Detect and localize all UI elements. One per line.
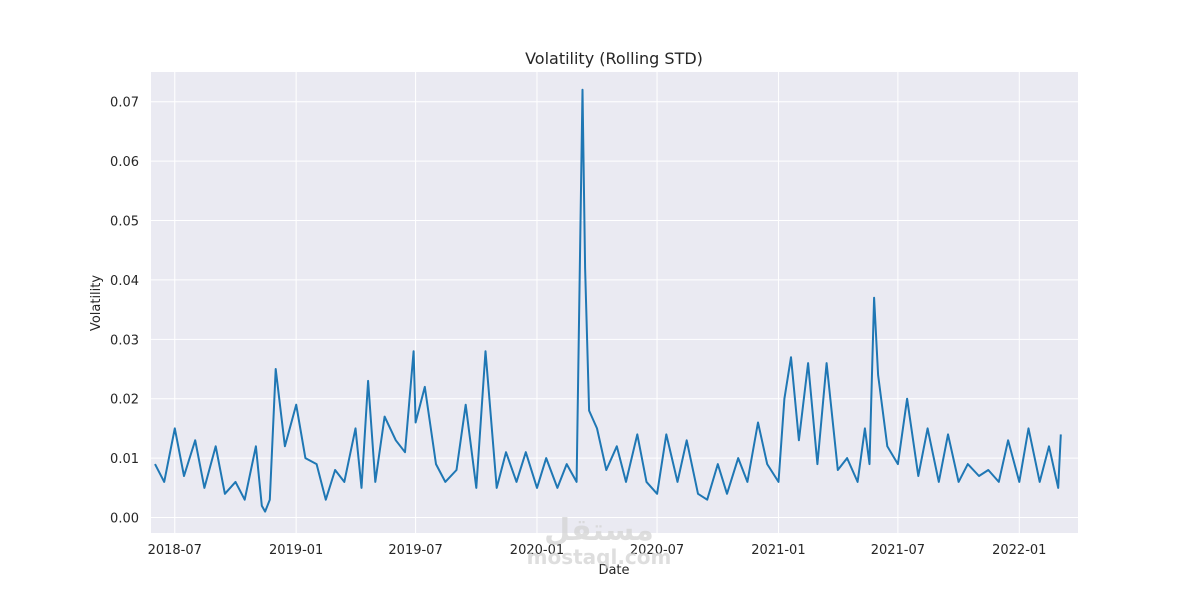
y-tick-label: 0.00 [110,512,139,527]
grid-lines [151,72,1078,533]
y-tick-label: 0.02 [110,393,139,408]
series-line [154,88,1062,513]
y-tick-label: 0.03 [110,333,139,348]
y-tick-label: 0.04 [110,274,139,289]
y-axis-label: Volatility [89,275,104,331]
watermark: مستقل mostaql.com [519,513,679,569]
plot-background [151,72,1078,533]
y-tick-label: 0.07 [110,96,139,111]
y-axis-ticks: 0.00 0.01 0.02 0.03 0.04 0.05 0.06 0.07 [110,96,139,527]
y-tick-label: 0.06 [110,155,139,170]
x-tick-label: 2020-07 [630,543,684,558]
x-tick-label: 2019-07 [388,543,442,558]
y-tick-label: 0.05 [110,215,139,230]
x-tick-label: 2021-07 [871,543,925,558]
x-axis-ticks: 2018-07 2019-01 2019-07 2020-01 2020-07 2021-… [148,543,1047,558]
x-tick-label: 2021-01 [751,543,805,558]
x-tick-label: 2020-01 [510,543,564,558]
chart-title: Volatility (Rolling STD) [525,49,703,68]
x-axis-label: Date [598,563,629,578]
x-tick-label: 2019-01 [269,543,323,558]
y-tick-label: 0.01 [110,452,139,467]
x-tick-label: 2022-01 [992,543,1046,558]
x-tick-label: 2018-07 [148,543,202,558]
watermark-arabic: مستقل [544,513,654,548]
watermark-latin: mostaql.com [526,545,672,569]
